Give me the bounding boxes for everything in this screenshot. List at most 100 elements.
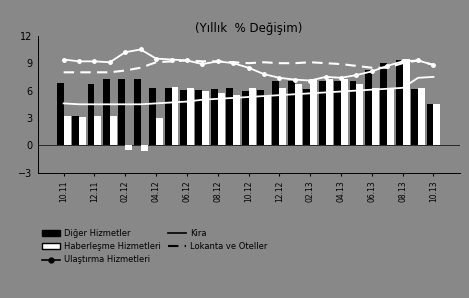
Lokanta ve Oteller — [169, 60, 174, 63]
Bar — [149, 88, 156, 145]
Bar — [356, 84, 363, 145]
Bar — [387, 89, 394, 145]
Lokanta ve Oteller — [431, 63, 436, 67]
Bar — [310, 79, 317, 145]
Lokanta ve Oteller — [261, 60, 267, 64]
Ulaştırma Hizmetleri — [76, 60, 82, 63]
Kira — [122, 103, 128, 106]
Lokanta ve Oteller — [215, 60, 220, 63]
Bar — [187, 88, 194, 145]
Bar — [233, 95, 240, 145]
Bar — [165, 88, 172, 145]
Ulaştırma Hizmetleri — [385, 64, 390, 68]
Bar — [272, 81, 280, 145]
Ulaştırma Hizmetleri — [230, 61, 236, 65]
Ulaştırma Hizmetleri — [354, 73, 359, 77]
Bar — [403, 59, 409, 145]
Kira — [277, 93, 282, 97]
Line: Lokanta ve Oteller: Lokanta ve Oteller — [64, 60, 433, 72]
Bar — [202, 91, 209, 145]
Bar — [180, 90, 187, 145]
Bar — [88, 84, 94, 145]
Bar — [411, 89, 418, 145]
Ulaştırma Hizmetleri — [61, 58, 67, 61]
Kira — [246, 95, 251, 99]
Bar — [156, 118, 163, 145]
Bar — [218, 93, 225, 145]
Kira — [354, 89, 359, 92]
Ulaştırma Hizmetleri — [369, 70, 375, 73]
Bar — [433, 104, 440, 145]
Kira — [61, 102, 67, 105]
Kira — [431, 75, 436, 79]
Lokanta ve Oteller — [107, 71, 113, 74]
Bar — [57, 83, 64, 145]
Ulaştırma Hizmetleri — [292, 78, 298, 81]
Bar — [418, 88, 425, 145]
Kira — [153, 102, 159, 105]
Bar — [341, 79, 348, 145]
Kira — [91, 103, 97, 106]
Bar — [103, 79, 110, 145]
Lokanta ve Oteller — [230, 60, 236, 64]
Bar — [134, 79, 141, 145]
Bar — [242, 91, 249, 145]
Lokanta ve Oteller — [292, 61, 298, 65]
Kira — [292, 92, 298, 96]
Bar — [94, 116, 101, 145]
Bar — [257, 90, 264, 145]
Bar — [226, 88, 233, 145]
Lokanta ve Oteller — [122, 69, 128, 72]
Kira — [307, 91, 313, 95]
Ulaştırma Hizmetleri — [307, 79, 313, 82]
Bar — [334, 81, 341, 145]
Kira — [338, 90, 344, 93]
Kira — [107, 103, 113, 106]
Ulaştırma Hizmetleri — [246, 66, 251, 69]
Bar — [427, 104, 433, 145]
Lokanta ve Oteller — [323, 61, 328, 65]
Bar — [125, 145, 132, 150]
Ulaştırma Hizmetleri — [400, 60, 406, 63]
Lokanta ve Oteller — [91, 71, 97, 74]
Kira — [230, 96, 236, 100]
Line: Kira: Kira — [64, 77, 433, 104]
Lokanta ve Oteller — [400, 61, 406, 65]
Ulaştırma Hizmetleri — [199, 62, 205, 66]
Bar — [249, 88, 256, 145]
Bar — [372, 88, 379, 145]
Kira — [169, 101, 174, 104]
Ulaştırma Hizmetleri — [415, 59, 421, 62]
Kira — [76, 103, 82, 106]
Bar — [172, 87, 178, 145]
Bar — [196, 90, 202, 145]
Lokanta ve Oteller — [354, 64, 359, 68]
Lokanta ve Oteller — [277, 61, 282, 65]
Kira — [261, 94, 267, 98]
Ulaştırma Hizmetleri — [431, 63, 436, 67]
Bar — [64, 116, 70, 145]
Lokanta ve Oteller — [199, 60, 205, 63]
Bar — [319, 81, 325, 145]
Bar — [288, 81, 295, 145]
Kira — [400, 86, 406, 90]
Legend: Diğer Hizmetler, Haberleşme Hizmetleri, Ulaştırma Hizmetleri, Kira, Lokanta ve O: Diğer Hizmetler, Haberleşme Hizmetleri, … — [42, 229, 268, 264]
Ulaştırma Hizmetleri — [215, 60, 220, 63]
Ulaştırma Hizmetleri — [122, 50, 128, 54]
Bar — [365, 69, 372, 145]
Lokanta ve Oteller — [138, 66, 144, 69]
Lokanta ve Oteller — [61, 71, 67, 74]
Lokanta ve Oteller — [307, 60, 313, 64]
Lokanta ve Oteller — [184, 59, 190, 62]
Bar — [280, 88, 287, 145]
Kira — [415, 76, 421, 80]
Lokanta ve Oteller — [76, 71, 82, 74]
Kira — [199, 98, 205, 102]
Bar — [396, 60, 403, 145]
Title: (Yıllık  % Değişim): (Yıllık % Değişim) — [195, 21, 302, 35]
Bar — [303, 89, 310, 145]
Bar — [79, 117, 86, 145]
Bar — [110, 116, 117, 145]
Ulaştırma Hizmetleri — [153, 57, 159, 60]
Ulaştırma Hizmetleri — [138, 48, 144, 51]
